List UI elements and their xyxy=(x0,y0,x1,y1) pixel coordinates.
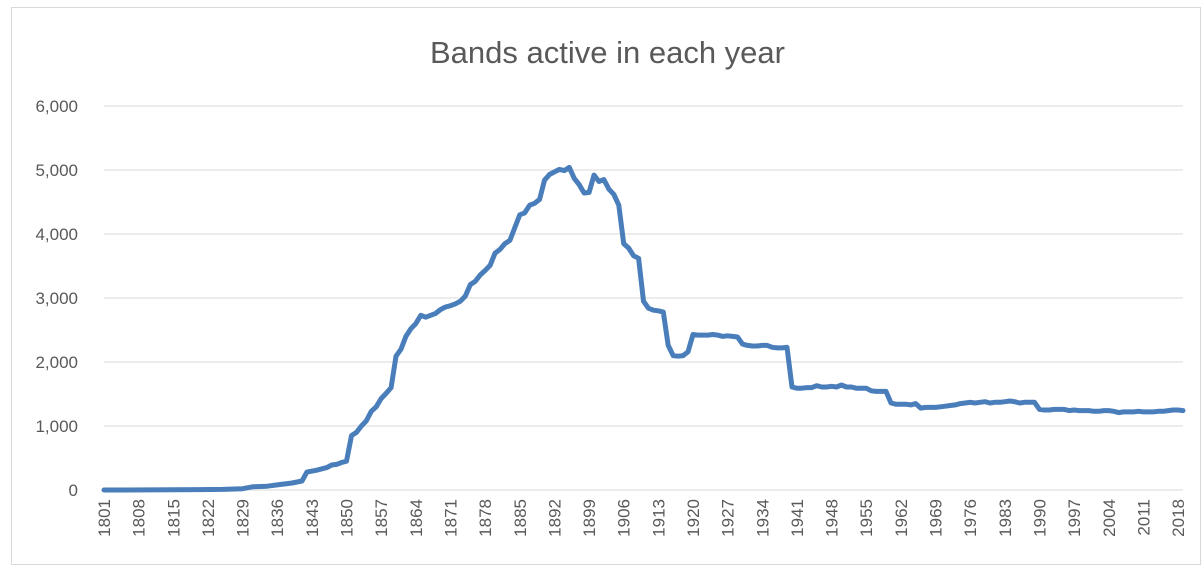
x-tick-label: 2018 xyxy=(1169,499,1188,537)
x-tick-label: 1822 xyxy=(199,499,218,537)
x-tick-label: 1850 xyxy=(338,499,357,537)
x-tick-label: 1801 xyxy=(95,499,114,537)
x-axis-tick-labels: 1801 1808 1815 1822 1829 1836 1843 1850 1857 1864… xyxy=(95,499,1188,537)
x-tick-label: 1871 xyxy=(441,499,460,537)
x-tick-label: 1885 xyxy=(511,499,530,537)
x-tick-label: 1857 xyxy=(372,499,391,537)
x-tick-label: 1969 xyxy=(927,499,946,537)
x-tick-label: 1997 xyxy=(1065,499,1084,537)
y-tick-label: 5,000 xyxy=(35,161,78,180)
chart-frame xyxy=(11,7,1201,565)
gridlines xyxy=(104,105,1183,427)
x-tick-label: 2004 xyxy=(1100,499,1119,537)
x-tick-label: 1962 xyxy=(892,499,911,537)
x-tick-label: 1955 xyxy=(857,499,876,537)
x-tick-label: 1976 xyxy=(961,499,980,537)
y-tick-label: 6,000 xyxy=(35,97,78,116)
y-tick-label: 1,000 xyxy=(35,417,78,436)
x-tick-label: 1948 xyxy=(823,499,842,537)
x-tick-label: 1899 xyxy=(580,499,599,537)
x-tick-label: 1906 xyxy=(615,499,634,537)
series-line xyxy=(101,164,1186,493)
x-tick-label: 1864 xyxy=(407,499,426,537)
x-tick-label: 1927 xyxy=(719,499,738,537)
x-tick-label: 1934 xyxy=(753,499,772,537)
y-tick-label: 4,000 xyxy=(35,225,78,244)
x-tick-label: 1808 xyxy=(130,499,149,537)
x-tick-label: 1878 xyxy=(476,499,495,537)
chart-title: Bands active in each year xyxy=(430,35,785,70)
x-tick-label: 1836 xyxy=(268,499,287,537)
series-lines xyxy=(101,164,1186,493)
x-tick-label: 1983 xyxy=(996,499,1015,537)
y-tick-label: 0 xyxy=(69,481,78,500)
y-tick-label: 2,000 xyxy=(35,353,78,372)
y-tick-label: 3,000 xyxy=(35,289,78,308)
x-tick-label: 1920 xyxy=(684,499,703,537)
y-axis-tick-labels: 0 1,000 2,000 3,000 4,000 5,000 6,000 xyxy=(35,97,78,500)
x-tick-label: 2011 xyxy=(1134,499,1153,536)
x-tick-label: 1941 xyxy=(788,499,807,537)
x-tick-label: 1829 xyxy=(234,499,253,537)
x-tick-label: 1892 xyxy=(545,499,564,537)
x-tick-label: 1990 xyxy=(1030,499,1049,537)
x-tick-label: 1815 xyxy=(164,499,183,537)
x-tick-label: 1913 xyxy=(649,499,668,537)
x-tick-label: 1843 xyxy=(303,499,322,537)
